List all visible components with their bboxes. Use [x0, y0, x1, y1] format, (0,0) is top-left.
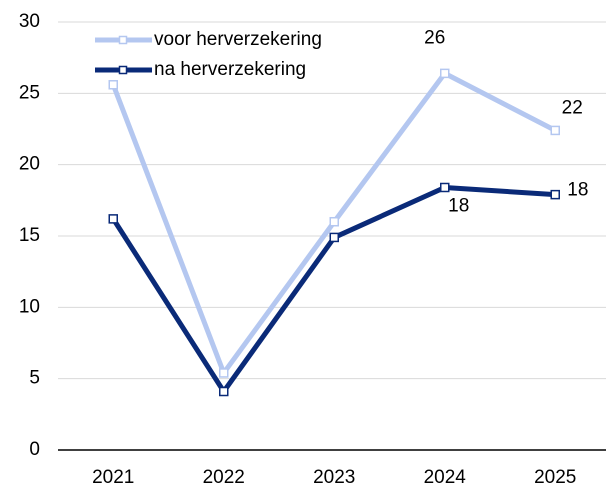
y-tick-label: 10	[19, 296, 40, 317]
legend-marker	[118, 35, 128, 45]
point-marker	[219, 368, 229, 378]
legend-label: voor herverzekering	[154, 29, 322, 50]
point-marker	[329, 232, 339, 243]
point-marker	[108, 214, 118, 224]
point-marker	[550, 125, 560, 136]
x-tick-label: 2021	[92, 467, 134, 488]
y-tick-label: 0	[29, 439, 40, 460]
y-tick-label: 5	[29, 368, 40, 389]
y-tick-label: 25	[19, 82, 40, 103]
x-tick-label: 2024	[424, 467, 467, 488]
point-marker	[329, 216, 339, 227]
data-label: 18	[567, 180, 588, 201]
point-marker	[219, 386, 229, 397]
point-marker	[440, 68, 450, 79]
legend-label: na herverzekering	[154, 59, 306, 80]
y-tick-label: 20	[19, 154, 40, 175]
point-marker	[108, 80, 118, 90]
data-label: 26	[424, 27, 445, 48]
x-tick-label: 2023	[313, 467, 355, 488]
x-tick-label: 2025	[534, 467, 576, 488]
data-label: 22	[562, 97, 583, 118]
y-tick-label: 15	[19, 225, 40, 246]
y-tick-label: 30	[19, 11, 40, 32]
legend-marker	[118, 65, 128, 75]
point-marker	[550, 189, 560, 200]
point-marker	[440, 182, 450, 193]
data-label: 18	[448, 196, 469, 217]
x-tick-label: 2022	[203, 467, 245, 488]
